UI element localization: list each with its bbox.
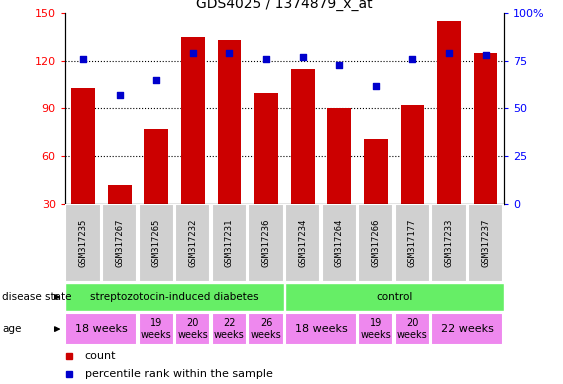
Bar bbox=[285, 204, 320, 282]
Bar bbox=[217, 40, 242, 204]
Point bbox=[445, 50, 454, 56]
Text: GSM317237: GSM317237 bbox=[481, 219, 490, 267]
Text: 18 weeks: 18 weeks bbox=[294, 324, 347, 334]
Bar bbox=[321, 204, 357, 282]
Text: GSM317231: GSM317231 bbox=[225, 219, 234, 267]
Bar bbox=[364, 139, 388, 204]
Text: count: count bbox=[84, 351, 116, 361]
Text: 18 weeks: 18 weeks bbox=[75, 324, 128, 334]
Title: GDS4025 / 1374879_x_at: GDS4025 / 1374879_x_at bbox=[196, 0, 373, 11]
Bar bbox=[285, 283, 503, 311]
Text: percentile rank within the sample: percentile rank within the sample bbox=[84, 369, 272, 379]
Bar bbox=[291, 69, 315, 204]
Bar bbox=[437, 22, 461, 204]
Bar bbox=[108, 185, 132, 204]
Point bbox=[372, 83, 381, 89]
Bar bbox=[138, 313, 174, 345]
Bar bbox=[248, 204, 284, 282]
Point bbox=[481, 52, 490, 58]
Bar bbox=[327, 109, 351, 204]
Text: control: control bbox=[376, 292, 412, 302]
Text: GSM317265: GSM317265 bbox=[152, 219, 160, 267]
Point bbox=[79, 56, 88, 62]
Bar bbox=[212, 204, 247, 282]
Text: GSM317267: GSM317267 bbox=[115, 219, 124, 267]
Bar bbox=[71, 88, 95, 204]
Bar bbox=[65, 204, 101, 282]
Bar bbox=[468, 204, 503, 282]
Text: 26
weeks: 26 weeks bbox=[251, 318, 282, 340]
Bar bbox=[395, 204, 430, 282]
Point bbox=[152, 77, 161, 83]
Text: disease state: disease state bbox=[2, 292, 72, 302]
Bar bbox=[144, 129, 168, 204]
Bar bbox=[400, 105, 425, 204]
Text: 19
weeks: 19 weeks bbox=[360, 318, 391, 340]
Text: GSM317233: GSM317233 bbox=[445, 219, 453, 267]
Bar bbox=[175, 313, 211, 345]
Text: 22 weeks: 22 weeks bbox=[441, 324, 494, 334]
Point bbox=[261, 56, 270, 62]
Bar bbox=[254, 93, 278, 204]
Point bbox=[115, 92, 124, 98]
Text: GSM317234: GSM317234 bbox=[298, 219, 307, 267]
Bar bbox=[431, 313, 503, 345]
Bar bbox=[181, 37, 205, 204]
Bar bbox=[248, 313, 284, 345]
Point bbox=[225, 50, 234, 56]
Text: GSM317236: GSM317236 bbox=[262, 219, 270, 267]
Point bbox=[188, 50, 197, 56]
Text: 19
weeks: 19 weeks bbox=[141, 318, 172, 340]
Text: streptozotocin-induced diabetes: streptozotocin-induced diabetes bbox=[90, 292, 259, 302]
Bar bbox=[212, 313, 247, 345]
Text: age: age bbox=[2, 324, 21, 334]
Bar bbox=[102, 204, 137, 282]
Bar bbox=[138, 204, 174, 282]
Text: 22
weeks: 22 weeks bbox=[214, 318, 245, 340]
Bar bbox=[175, 204, 211, 282]
Bar bbox=[285, 313, 357, 345]
Text: GSM317266: GSM317266 bbox=[372, 219, 380, 267]
Bar bbox=[431, 204, 467, 282]
Text: 20
weeks: 20 weeks bbox=[177, 318, 208, 340]
Point bbox=[334, 62, 343, 68]
Text: GSM317264: GSM317264 bbox=[335, 219, 343, 267]
Text: GSM317177: GSM317177 bbox=[408, 219, 417, 267]
Text: GSM317235: GSM317235 bbox=[79, 219, 87, 267]
Point bbox=[298, 54, 307, 60]
Text: GSM317232: GSM317232 bbox=[189, 219, 197, 267]
Bar bbox=[65, 313, 137, 345]
Bar bbox=[358, 204, 394, 282]
Text: 20
weeks: 20 weeks bbox=[397, 318, 428, 340]
Bar bbox=[358, 313, 394, 345]
Bar bbox=[65, 283, 284, 311]
Point bbox=[408, 56, 417, 62]
Bar bbox=[395, 313, 430, 345]
Bar bbox=[473, 53, 498, 204]
